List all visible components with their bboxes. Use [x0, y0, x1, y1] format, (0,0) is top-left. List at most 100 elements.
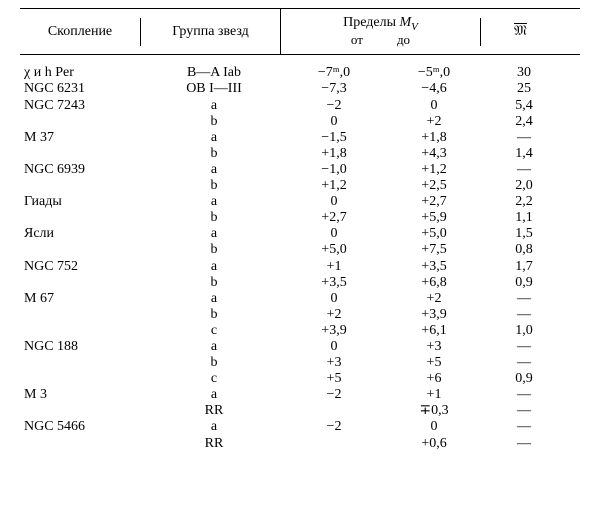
cell-from: −2: [284, 419, 384, 435]
cell-to: +5,0: [384, 226, 484, 242]
table-row: b+5,0+7,50,8: [20, 242, 580, 258]
cell-cluster: Ясли: [20, 226, 144, 242]
cell-m: 2,4: [484, 114, 564, 130]
cell-cluster: M 3: [20, 387, 144, 403]
mid-rule: [20, 54, 580, 55]
cell-to: +0,6: [384, 436, 484, 452]
cell-group: RR: [144, 436, 284, 452]
table-row: b0+22,4: [20, 114, 580, 130]
cell-from: +1: [284, 259, 384, 275]
table-row: b+3,5+6,80,9: [20, 275, 580, 291]
cell-m: 1,7: [484, 259, 564, 275]
table-row: M 37a−1,5+1,8—: [20, 130, 580, 146]
cell-to: +6,8: [384, 275, 484, 291]
cell-from: −1,5: [284, 130, 384, 146]
cell-m: —: [484, 130, 564, 146]
table-row: M 67a0+2—: [20, 291, 580, 307]
cell-from: 0: [284, 226, 384, 242]
table-row: c+5+60,9: [20, 371, 580, 387]
cell-cluster: M 37: [20, 130, 144, 146]
table-row: b+2+3,9—: [20, 307, 580, 323]
cell-m: 0,9: [484, 275, 564, 291]
cell-to: +2,5: [384, 178, 484, 194]
cell-cluster: NGC 6939: [20, 162, 144, 178]
table-row: Гиадыa0+2,72,2: [20, 194, 580, 210]
cell-group: c: [144, 371, 284, 387]
cell-m: 2,0: [484, 178, 564, 194]
cell-group: a: [144, 419, 284, 435]
cell-from: +1,2: [284, 178, 384, 194]
cell-from: +3,5: [284, 275, 384, 291]
cell-m: 2,2: [484, 194, 564, 210]
cell-from: −1,0: [284, 162, 384, 178]
cell-group: c: [144, 323, 284, 339]
cell-to: +1,2: [384, 162, 484, 178]
cell-m: 1,4: [484, 146, 564, 162]
cell-m: 5,4: [484, 98, 564, 114]
cell-group: b: [144, 178, 284, 194]
table-row: b+1,2+2,52,0: [20, 178, 580, 194]
cell-m: —: [484, 291, 564, 307]
cell-m: —: [484, 355, 564, 371]
table-body: χ и h PerB—A Iab−7ᵐ,0−5ᵐ,030NGC 6231OB I…: [20, 65, 580, 451]
cell-from: +3: [284, 355, 384, 371]
header-row: Скопление Группа звезд Пределы MV от до …: [20, 9, 580, 54]
table-row: b+2,7+5,91,1: [20, 210, 580, 226]
cell-from: −2: [284, 387, 384, 403]
cell-to: −4,6: [384, 81, 484, 97]
table-page: Скопление Группа звезд Пределы MV от до …: [0, 0, 600, 530]
cell-m: —: [484, 436, 564, 452]
cell-group: a: [144, 226, 284, 242]
cell-m: —: [484, 339, 564, 355]
header-group: Группа звезд: [140, 18, 280, 46]
table-row: χ и h PerB—A Iab−7ᵐ,0−5ᵐ,030: [20, 65, 580, 81]
cell-group: b: [144, 307, 284, 323]
cell-group: b: [144, 355, 284, 371]
cell-group: B—A Iab: [144, 65, 284, 81]
table-row: NGC 5466a−20—: [20, 419, 580, 435]
cell-group: RR: [144, 403, 284, 419]
cell-to: +6: [384, 371, 484, 387]
cell-group: a: [144, 387, 284, 403]
cell-from: −7,3: [284, 81, 384, 97]
cell-from: +3,9: [284, 323, 384, 339]
cell-cluster: Гиады: [20, 194, 144, 210]
header-mv-to: до: [397, 33, 410, 48]
cell-from: +2: [284, 307, 384, 323]
cell-to: 0: [384, 98, 484, 114]
cell-to: +2: [384, 291, 484, 307]
cell-to: ∓0,3: [384, 403, 484, 419]
table-row: NGC 7243a−205,4: [20, 98, 580, 114]
cell-group: a: [144, 162, 284, 178]
cell-m: 30: [484, 65, 564, 81]
cell-group: OB I—III: [144, 81, 284, 97]
cell-to: +2: [384, 114, 484, 130]
cell-m: —: [484, 162, 564, 178]
header-cluster: Скопление: [20, 18, 140, 46]
cell-group: b: [144, 275, 284, 291]
table-row: NGC 6939a−1,0+1,2—: [20, 162, 580, 178]
cell-m: 0,8: [484, 242, 564, 258]
cell-group: b: [144, 210, 284, 226]
cell-to: +3,5: [384, 259, 484, 275]
table-row: b+1,8+4,31,4: [20, 146, 580, 162]
cell-m: 1,1: [484, 210, 564, 226]
cell-from: 0: [284, 339, 384, 355]
table-row: NGC 752a+1+3,51,7: [20, 259, 580, 275]
cell-to: 0: [384, 419, 484, 435]
cell-to: +1: [384, 387, 484, 403]
cell-cluster: NGC 188: [20, 339, 144, 355]
cell-from: −7ᵐ,0: [284, 65, 384, 81]
header-mv: Пределы MV от до: [280, 9, 480, 54]
cell-m: 1,0: [484, 323, 564, 339]
cell-group: a: [144, 194, 284, 210]
table-row: c+3,9+6,11,0: [20, 323, 580, 339]
cell-m: —: [484, 307, 564, 323]
mv-prefix: Пределы: [343, 15, 399, 30]
header-mv-sub: от до: [283, 33, 478, 48]
cell-to: +5,9: [384, 210, 484, 226]
cell-from: +1,8: [284, 146, 384, 162]
table-row: RR∓0,3—: [20, 403, 580, 419]
header-mv-from: от: [351, 33, 363, 48]
cell-from: 0: [284, 291, 384, 307]
